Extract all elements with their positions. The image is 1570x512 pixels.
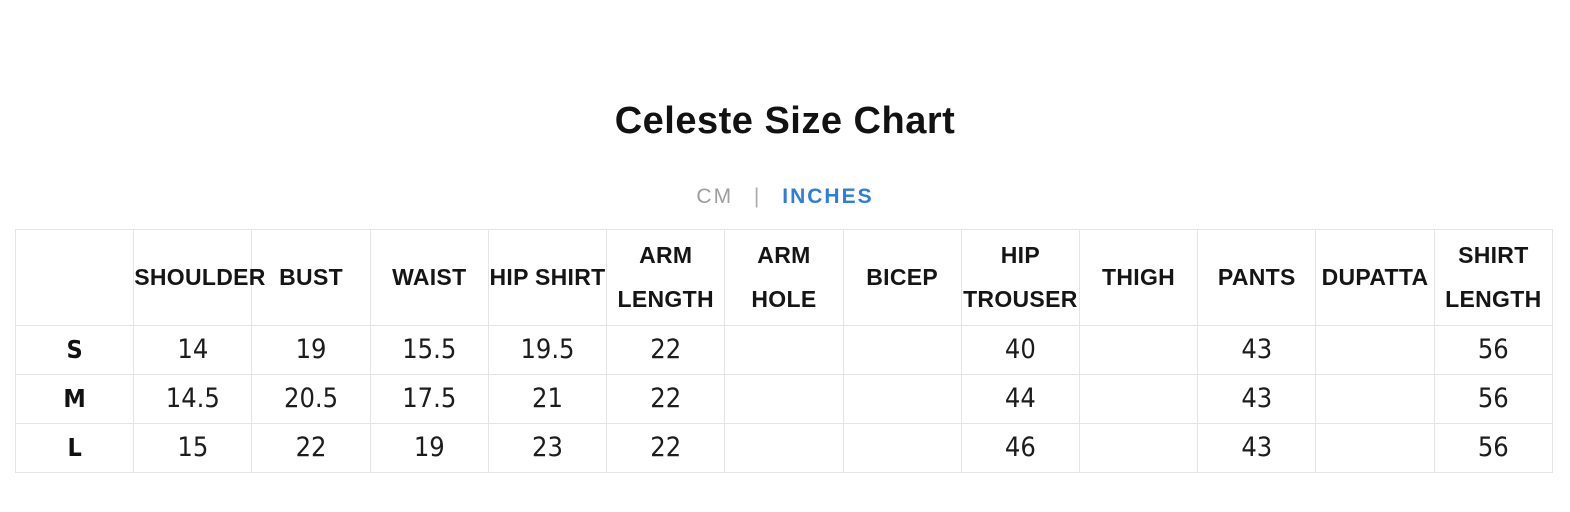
col-header-waist: WAIST — [369, 228, 489, 326]
cell-s-hip-trouser: 40 — [960, 324, 1080, 375]
col-header-bicep: BICEP — [842, 228, 962, 326]
cell-l-thigh — [1078, 422, 1199, 473]
cell-s-dupatta — [1315, 324, 1435, 375]
row-size-label: S — [14, 324, 135, 375]
col-header-pants: PANTS — [1197, 228, 1317, 326]
table-row-l: L 15 22 19 23 22 46 43 56 — [14, 422, 1554, 473]
col-header-dupatta: DUPATTA — [1315, 228, 1435, 326]
cell-s-shoulder: 14 — [133, 324, 253, 375]
row-size-label: M — [14, 373, 135, 424]
cell-l-bust: 22 — [251, 422, 371, 473]
cell-l-shoulder: 15 — [133, 422, 253, 473]
cell-s-pants: 43 — [1197, 324, 1317, 375]
unit-separator: | — [753, 184, 762, 208]
col-header-hip-trouser: HIP TROUSER — [960, 228, 1080, 326]
cell-s-arm-length: 22 — [606, 324, 726, 375]
size-chart-page: Celeste Size Chart CM | INCHES SHOULDER … — [0, 100, 1570, 473]
row-size-label: L — [14, 422, 135, 473]
cell-m-arm-hole — [724, 373, 844, 424]
page-title: Celeste Size Chart — [614, 100, 956, 142]
unit-inches-button[interactable]: INCHES — [782, 184, 874, 208]
cell-m-hip-shirt: 21 — [487, 373, 608, 424]
cell-s-hip-shirt: 19.5 — [487, 324, 608, 375]
cell-l-dupatta — [1315, 422, 1435, 473]
table-row-s: S 14 19 15.5 19.5 22 40 43 56 — [14, 324, 1554, 375]
cell-m-shirt-length: 56 — [1433, 373, 1554, 424]
header-row: SHOULDER BUST WAIST HIP SHIRT ARM LENGTH… — [14, 228, 1554, 326]
cell-s-bust: 19 — [251, 324, 371, 375]
cell-l-bicep — [842, 422, 962, 473]
cell-m-arm-length: 22 — [606, 373, 726, 424]
cell-l-pants: 43 — [1197, 422, 1317, 473]
unit-cm-button[interactable]: CM — [696, 184, 734, 208]
col-header-arm-hole: ARM HOLE — [724, 228, 844, 326]
col-header-hip-shirt: HIP SHIRT — [487, 228, 608, 326]
cell-l-shirt-length: 56 — [1433, 422, 1554, 473]
cell-l-hip-shirt: 23 — [487, 422, 608, 473]
cell-l-arm-hole — [724, 422, 844, 473]
col-header-bust: BUST — [251, 228, 371, 326]
col-header-arm-length: ARM LENGTH — [606, 228, 726, 326]
cell-s-bicep — [842, 324, 962, 375]
cell-m-waist: 17.5 — [369, 373, 489, 424]
cell-l-waist: 19 — [369, 422, 489, 473]
cell-l-hip-trouser: 46 — [960, 422, 1080, 473]
cell-s-thigh — [1078, 324, 1199, 375]
cell-m-bicep — [842, 373, 962, 424]
cell-m-bust: 20.5 — [251, 373, 371, 424]
cell-m-pants: 43 — [1197, 373, 1317, 424]
col-header-shoulder: SHOULDER — [133, 228, 265, 326]
cell-s-waist: 15.5 — [369, 324, 489, 375]
table-row-m: M 14.5 20.5 17.5 21 22 44 43 56 — [14, 373, 1554, 424]
col-header-shirt-length: SHIRT LENGTH — [1433, 228, 1554, 326]
cell-m-dupatta — [1315, 373, 1435, 424]
col-header-thigh: THIGH — [1078, 228, 1199, 326]
cell-s-shirt-length: 56 — [1433, 324, 1554, 375]
cell-m-thigh — [1078, 373, 1199, 424]
cell-l-arm-length: 22 — [606, 422, 726, 473]
unit-toggle: CM | INCHES — [0, 186, 1570, 207]
col-header-size — [14, 228, 135, 326]
cell-m-hip-trouser: 44 — [960, 373, 1080, 424]
cell-m-shoulder: 14.5 — [133, 373, 253, 424]
size-chart-table: SHOULDER BUST WAIST HIP SHIRT ARM LENGTH… — [14, 228, 1554, 473]
cell-s-arm-hole — [724, 324, 844, 375]
